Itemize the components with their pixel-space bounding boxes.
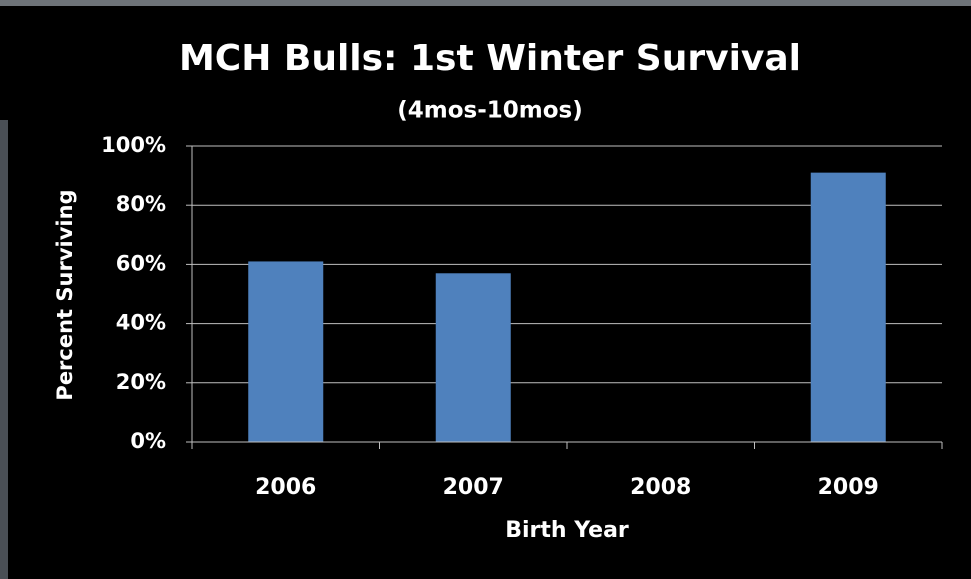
chart-subtitle: (4mos-10mos) [397,98,583,124]
y-axis-label: Percent Surviving [53,189,77,400]
x-tick-label: 2007 [443,475,504,500]
bar [435,273,511,442]
x-axis-label: Birth Year [505,518,629,543]
x-tick-label: 2008 [630,475,691,500]
frame-left [0,120,8,579]
bar [810,172,886,442]
x-tick-label: 2006 [255,475,316,500]
y-tick-label: 80% [116,192,166,216]
frame-top [0,0,971,6]
y-tick-label: 100% [101,133,166,157]
y-tick-label: 40% [116,311,166,335]
y-tick-label: 0% [130,429,166,453]
chart-title: MCH Bulls: 1st Winter Survival [179,38,801,79]
bar [248,261,324,442]
x-tick-label: 2009 [818,475,879,500]
y-tick-label: 60% [116,251,166,275]
y-tick-label: 20% [116,370,166,394]
